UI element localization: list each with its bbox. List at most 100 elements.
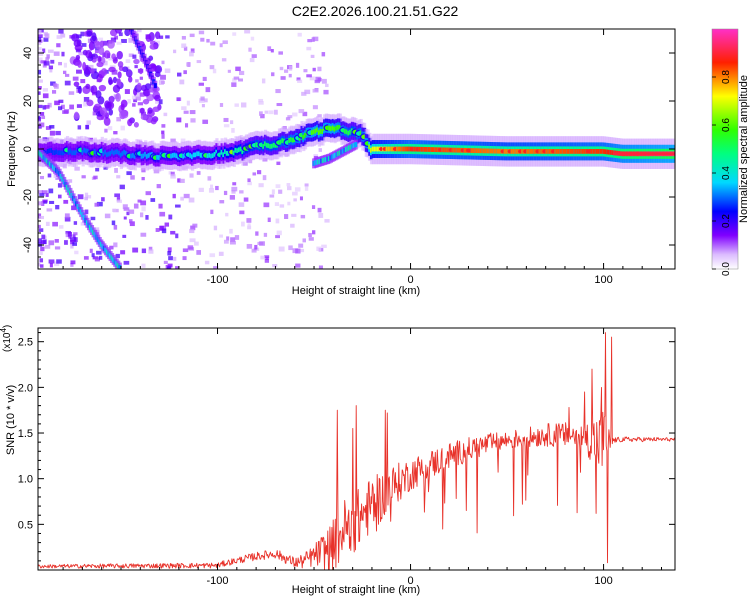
spectrogram-noise-cell (38, 69, 42, 75)
spectrogram-noise-cell (268, 110, 274, 115)
ridge-peak (401, 146, 405, 152)
spectrogram-noise-cell (270, 48, 274, 53)
spectrogram-noise-cell (246, 218, 252, 223)
ridge-peak (45, 150, 49, 156)
ridge-peak (46, 149, 51, 154)
spectrogram-noise-cell (85, 124, 90, 130)
spectrogram-noise-cell (251, 54, 257, 58)
spectrogram-noise-cell (304, 186, 309, 191)
ridge-peak (156, 154, 160, 160)
spectrogram-noise-cell (38, 228, 44, 232)
spectrogram-noise-cell (53, 173, 58, 179)
spectrogram-noise-cell (243, 197, 249, 202)
ridge-peak (317, 130, 322, 136)
ridge-peak (43, 149, 47, 155)
ridge-peak (385, 146, 389, 152)
spectrogram-noise-blob (108, 66, 116, 73)
spectrogram-noise-cell (219, 103, 224, 107)
spectrogram-noise-cell (280, 76, 286, 80)
spectrogram-noise-cell (128, 53, 134, 58)
ridge-peak (314, 128, 318, 134)
spectrogram-noise-cell (278, 189, 283, 194)
spectrogram-noise-cell (56, 259, 62, 264)
ridge-peak (171, 153, 176, 158)
spectrogram-noise-cell (215, 185, 219, 191)
spectrogram-noise-cell (70, 244, 74, 249)
spectrogram-noise-cell (39, 175, 45, 180)
spectrogram-noise-cell (284, 214, 289, 219)
ridge-peak (263, 141, 268, 147)
spectrogram-image (38, 29, 675, 269)
ridge-peak (571, 149, 575, 154)
ridge-peak (114, 149, 118, 155)
spectrogram-noise-cell (294, 187, 301, 192)
spectrogram-x-tick-label: 0 (407, 274, 413, 286)
spectrogram-noise-cell (50, 59, 55, 64)
spectrogram-noise-cell (38, 104, 43, 109)
spectrogram-noise-cell (247, 178, 251, 182)
spectrogram-noise-blob (90, 85, 98, 94)
spectrogram-noise-cell (40, 246, 45, 252)
ridge-peak (453, 147, 457, 153)
spectrogram-noise-cell (148, 249, 154, 254)
ridge-peak (442, 147, 447, 153)
spectrogram-noise-cell (226, 236, 230, 241)
spectrogram-noise-cell (298, 109, 305, 114)
spectrogram-noise-cell (139, 92, 145, 97)
spectrogram-noise-cell (244, 30, 251, 34)
ridge-peak (336, 124, 341, 130)
ridge-peak (72, 150, 77, 156)
spectrogram-noise-cell (130, 175, 135, 180)
spectrogram-noise-cell (64, 80, 71, 86)
spectrogram-noise-cell (140, 232, 147, 237)
spectrogram-noise-cell (74, 166, 80, 171)
spectrogram-noise-cell (72, 234, 76, 238)
ridge-peak (427, 147, 431, 152)
spectrogram-noise-cell (317, 77, 322, 82)
spectrogram-noise-cell (261, 78, 266, 84)
spectrogram-noise-cell (56, 43, 61, 48)
spectrogram-noise-blob (154, 31, 161, 40)
spectrogram-noise-cell (63, 199, 69, 204)
spectrogram-noise-cell (127, 99, 131, 104)
spectrogram-y-tick-label: -40 (22, 237, 34, 253)
ridge-peak (291, 137, 295, 143)
ridge-peak (564, 149, 568, 154)
snr-y-tick-label: 1.5 (18, 428, 33, 440)
spectrogram-noise-blob (114, 29, 123, 34)
spectrogram-noise-cell (275, 184, 281, 189)
ridge-peak (404, 146, 408, 152)
spectrogram-noise-blob (86, 99, 94, 107)
ridge-peak (316, 127, 320, 133)
ridge-peak (175, 153, 179, 159)
spectrogram-noise-cell (87, 38, 93, 43)
ridge-peak (81, 150, 85, 155)
spectrogram-noise-cell (134, 65, 138, 69)
spectrogram-noise-cell (59, 225, 64, 229)
spectrogram-noise-cell (71, 205, 77, 211)
spectrogram-noise-cell (292, 191, 298, 196)
snr-panel: -100 0 100 0.5 1.0 1.5 2.0 2.5 Height of straig… (0, 325, 676, 596)
spectrogram-noise-cell (288, 65, 293, 71)
spectrogram-noise-cell (304, 89, 311, 95)
spectrogram-noise-cell (123, 260, 130, 265)
spectrogram-noise-cell (83, 256, 89, 260)
spectrogram-noise-cell (246, 243, 253, 249)
spectrogram-noise-cell (156, 184, 161, 189)
spectrogram-noise-cell (198, 30, 205, 35)
spectrogram-noise-cell (204, 98, 208, 103)
spectrogram-noise-blob (107, 40, 115, 49)
snr-y-tick-label: 1.0 (18, 474, 33, 486)
spectrogram-noise-cell (150, 40, 156, 45)
ridge-peak (376, 146, 381, 152)
spectrogram-noise-cell (181, 43, 187, 48)
ridge-peak (444, 147, 448, 153)
spectrogram-noise-cell (262, 175, 267, 181)
spectrogram-noise-cell (161, 228, 167, 234)
ridge-peak (60, 150, 64, 156)
ridge-peak (194, 152, 198, 158)
spectrogram-noise-cell (126, 211, 130, 216)
spectrogram-noise-cell (321, 78, 327, 84)
ridge-peak (270, 143, 275, 149)
secondary-ridge-point (118, 265, 122, 269)
